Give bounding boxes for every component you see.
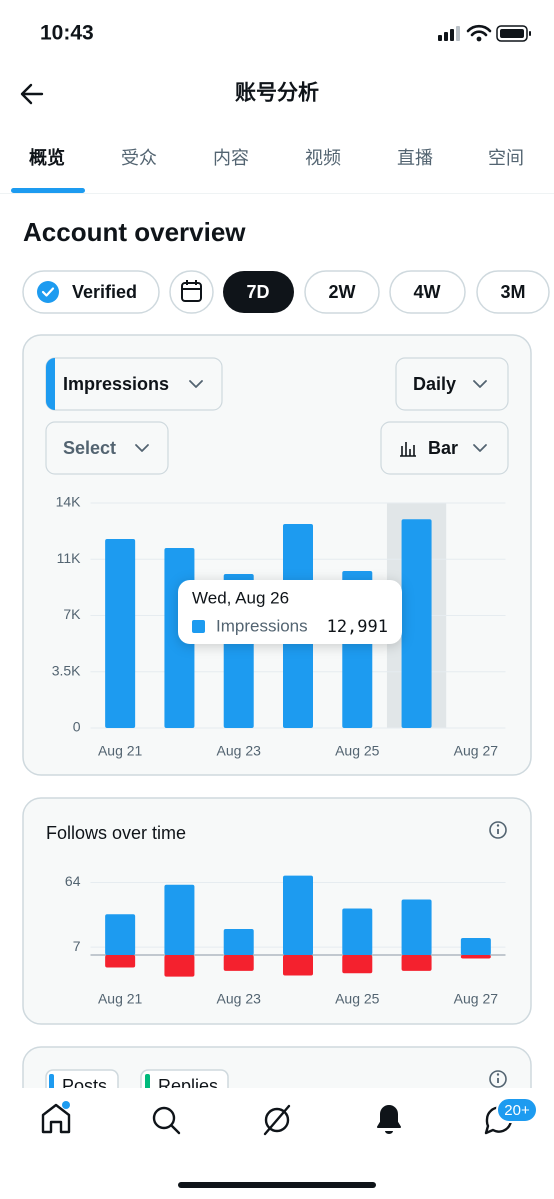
- range-chip[interactable]: 2W: [304, 270, 380, 314]
- x-tick-label: Aug 27: [454, 991, 499, 1007]
- bar: [164, 955, 195, 977]
- x-tick-label: Aug 21: [98, 743, 143, 759]
- info-icon[interactable]: [489, 1070, 507, 1088]
- nav-messages[interactable]: 20+: [484, 1097, 538, 1135]
- chip-label: 2W: [329, 282, 356, 302]
- status-time: 10:43: [40, 22, 94, 45]
- nav-badge: 20+: [504, 1102, 530, 1119]
- tooltip-swatch: [192, 620, 205, 633]
- nav-notifications[interactable]: [377, 1105, 401, 1134]
- dropdown-label: Daily: [413, 374, 456, 394]
- y-tick-label: 14K: [56, 494, 82, 510]
- tab[interactable]: 空间: [488, 148, 524, 168]
- x-tick-label: Aug 25: [335, 991, 380, 1007]
- tooltip: Wed, Aug 26 Impressions 12,991: [178, 580, 402, 644]
- tab[interactable]: 直播: [397, 148, 433, 168]
- bar: [460, 938, 491, 956]
- range-chip[interactable]: 4W: [389, 270, 466, 314]
- y-tick-label: 0: [73, 719, 81, 735]
- dropdown-label: Impressions: [63, 374, 169, 394]
- select-dropdown[interactable]: Select: [45, 421, 169, 475]
- tab[interactable]: 概览: [29, 147, 65, 168]
- y-tick-label: 7: [73, 938, 81, 954]
- dropdown-label: Select: [63, 438, 116, 458]
- x-tick-label: Aug 21: [98, 991, 143, 1007]
- home-indicator: [178, 1182, 376, 1188]
- y-tick-label: 64: [65, 873, 81, 889]
- follows-chart: 7 64 Aug 21 Aug 23 Aug 25 Aug 27: [65, 873, 506, 1007]
- y-tick-label: 11K: [57, 550, 82, 566]
- range-chip[interactable]: 3M: [476, 270, 550, 314]
- verified-chip[interactable]: Verified: [22, 270, 160, 314]
- x-tick-label: Aug 23: [217, 991, 262, 1007]
- metric-dropdown[interactable]: Impressions: [45, 357, 223, 411]
- bar: [460, 955, 491, 959]
- back-button[interactable]: [20, 83, 44, 105]
- tab[interactable]: 受众: [121, 148, 157, 168]
- x-tick-label: Aug 25: [335, 743, 380, 759]
- info-icon[interactable]: [489, 821, 507, 839]
- bar: [105, 955, 136, 968]
- tooltip-series: Impressions: [216, 616, 308, 635]
- header-title: 账号分析: [235, 81, 319, 105]
- view-dropdown[interactable]: Bar: [380, 421, 509, 475]
- bar: [283, 875, 313, 956]
- nav-grok[interactable]: [263, 1104, 291, 1136]
- tooltip-title: Wed, Aug 26: [192, 588, 289, 607]
- bar: [342, 955, 373, 974]
- nav-search[interactable]: [152, 1106, 181, 1135]
- interval-dropdown[interactable]: Daily: [395, 357, 509, 411]
- y-tick-label: 3.5K: [52, 662, 81, 678]
- tab-indicator: [11, 188, 85, 193]
- chip-label: 4W: [414, 282, 441, 302]
- bar: [401, 519, 432, 728]
- bar: [105, 914, 136, 956]
- chip-label: 7D: [246, 282, 269, 302]
- dropdown-label: Bar: [428, 438, 458, 458]
- nav-home[interactable]: [41, 1101, 71, 1134]
- bottom-nav: [0, 1088, 554, 1199]
- tooltip-value: 12,991: [327, 617, 388, 637]
- chip-label: 3M: [500, 282, 525, 302]
- bar: [283, 955, 313, 976]
- status-icons: [438, 24, 531, 42]
- bar: [223, 928, 254, 956]
- tab[interactable]: 视频: [305, 148, 341, 168]
- x-tick-label: Aug 23: [217, 743, 262, 759]
- bar: [401, 955, 432, 971]
- bar: [105, 539, 136, 728]
- tab[interactable]: 内容: [213, 148, 249, 168]
- bar: [342, 908, 373, 956]
- bar: [164, 884, 195, 956]
- section-title: Account overview: [23, 217, 246, 247]
- x-tick-label: Aug 27: [454, 743, 499, 759]
- tab-divider: [0, 193, 554, 194]
- chart-title: Follows over time: [46, 823, 186, 843]
- range-chip[interactable]: 7D: [223, 271, 294, 313]
- y-tick-label: 7K: [63, 606, 81, 622]
- chip-label: Verified: [72, 282, 137, 302]
- bar: [401, 899, 432, 956]
- calendar-chip[interactable]: [169, 270, 214, 314]
- bar: [223, 955, 254, 971]
